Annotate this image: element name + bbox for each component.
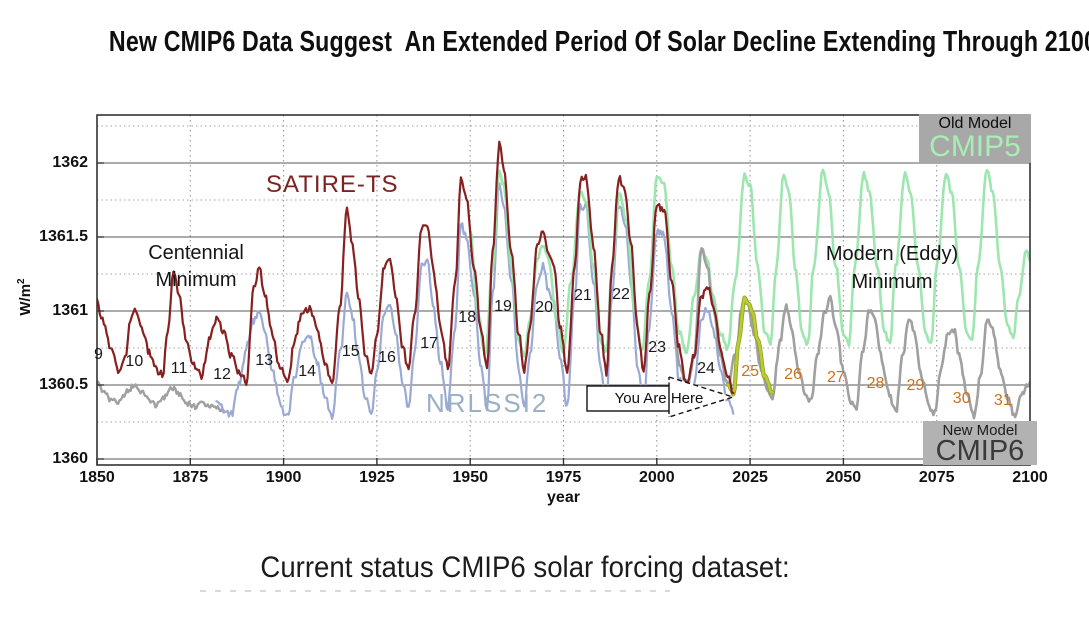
- centennial-minimum-annotation: Centennial Minimum: [128, 240, 264, 294]
- solar-cycle-number-label: 27: [827, 368, 845, 386]
- solar-cycle-number-label: 30: [952, 390, 971, 408]
- you-are-here-arrow: [587, 377, 733, 417]
- old-model-cmip5-badge: Old Model CMIP5: [919, 114, 1031, 163]
- x-tick-label: 1950: [452, 469, 488, 486]
- solar-cycle-number-label: 25: [741, 363, 759, 381]
- solar-cycle-number-label: 29: [906, 377, 925, 395]
- solar-cycle-number-label: 22: [612, 285, 630, 303]
- x-tick-label: 1900: [265, 469, 302, 486]
- solar-cycle-number-label: 9: [94, 346, 103, 364]
- nrlssi2-series-label: NRLSSI2: [426, 388, 549, 418]
- x-tick-label: 2050: [825, 469, 862, 486]
- solar-cycle-number-label: 12: [213, 365, 231, 383]
- new-model-badge-caption: New Model: [942, 422, 1018, 439]
- modern-eddy-minimum-annotation: Modern (Eddy) Minimum: [806, 240, 978, 296]
- x-tick-label: 2025: [732, 469, 768, 486]
- x-tick-label: 2075: [918, 469, 955, 486]
- solar-cycle-number-label: 20: [535, 299, 553, 317]
- solar-cycle-number-label: 10: [125, 353, 144, 371]
- x-tick-label: 1975: [545, 469, 582, 486]
- solar-cycle-number-label: 21: [574, 287, 592, 305]
- x-tick-label: 2000: [639, 469, 675, 486]
- solar-cycle-number-label: 11: [170, 359, 188, 377]
- cmip5-badge-title: CMIP5: [929, 130, 1021, 163]
- bottom-caption: Current status CMIP6 solar forcing datas…: [260, 551, 790, 584]
- solar-cycle-number-label: 23: [648, 339, 667, 356]
- solar-cycle-number-label: 19: [494, 297, 512, 315]
- solar-cycle-number-label: 16: [378, 349, 396, 367]
- old-model-badge-caption: Old Model: [938, 115, 1012, 132]
- x-axis-label: year: [547, 489, 580, 506]
- x-tick-label: 1925: [359, 469, 395, 486]
- y-axis-label-superscript: 2: [16, 278, 27, 284]
- centennial-minimum-line1: Centennial: [148, 242, 244, 264]
- y-tick-label: 1360: [52, 450, 88, 467]
- solar-cycle-number-label: 18: [458, 309, 477, 327]
- y-tick-label: 1362: [52, 154, 88, 171]
- x-tick-label: 1875: [172, 469, 209, 486]
- x-tick-label: 2100: [1012, 469, 1048, 486]
- bottom-faint-strip: [200, 590, 670, 592]
- solar-cycle-number-label: 31: [993, 391, 1012, 409]
- you-are-here-callout-text: You Are Here: [614, 390, 704, 407]
- centennial-minimum-line2: Minimum: [155, 269, 237, 291]
- cmip6-badge-title: CMIP6: [935, 435, 1025, 467]
- y-tick-label: 1361.5: [39, 228, 88, 245]
- solar-cycle-number-label: 17: [420, 334, 439, 352]
- solar-cycle-number-label: 24: [697, 359, 715, 377]
- x-tick-label: 1850: [79, 469, 115, 486]
- new-model-cmip6-badge: New Model CMIP6: [923, 421, 1037, 467]
- solar-cycle-number-label: 13: [255, 352, 274, 370]
- solar-cycle-number-label: 28: [866, 375, 885, 393]
- modern-eddy-minimum-line2: Minimum: [851, 271, 933, 293]
- solar-cycle-number-label: 14: [298, 362, 317, 380]
- y-tick-label: 1361: [52, 302, 88, 319]
- modern-eddy-minimum-line1: Modern (Eddy): [825, 243, 959, 265]
- solar-cycle-number-label: 26: [784, 366, 802, 384]
- satire-ts-series-label: SATIRE-TS: [266, 171, 399, 198]
- y-tick-label: 1360.5: [39, 376, 88, 393]
- solar-cycle-number-label: 15: [341, 343, 360, 361]
- y-axis-label: W/m2: [16, 278, 34, 316]
